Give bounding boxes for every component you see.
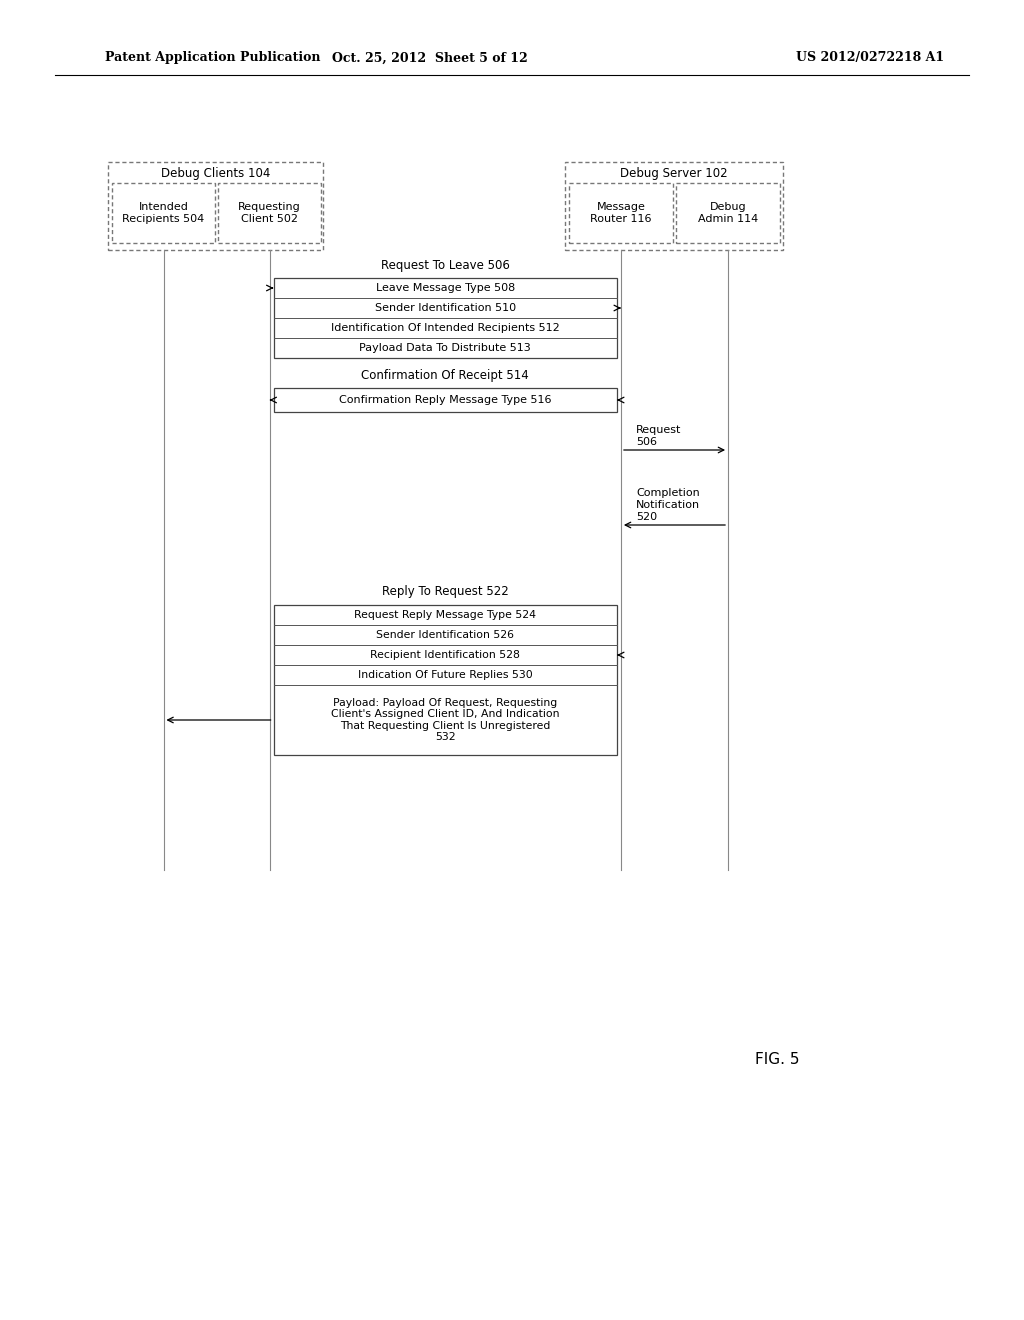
Text: Recipient Identification 528: Recipient Identification 528 — [371, 649, 520, 660]
Bar — [273, 605, 617, 755]
Text: Intended
Recipients 504: Intended Recipients 504 — [123, 202, 205, 224]
Text: Request To Leave 506: Request To Leave 506 — [381, 260, 510, 272]
Text: Patent Application Publication: Patent Application Publication — [105, 51, 321, 65]
Bar — [569, 183, 673, 243]
Text: Request Reply Message Type 524: Request Reply Message Type 524 — [354, 610, 537, 620]
Text: Sender Identification 526: Sender Identification 526 — [376, 630, 514, 640]
Text: Sender Identification 510: Sender Identification 510 — [375, 304, 516, 313]
Text: Reply To Request 522: Reply To Request 522 — [382, 585, 509, 598]
Bar — [218, 183, 321, 243]
Text: FIG. 5: FIG. 5 — [755, 1052, 800, 1068]
Bar — [273, 279, 617, 358]
Bar — [565, 162, 783, 249]
Text: Identification Of Intended Recipients 512: Identification Of Intended Recipients 51… — [331, 323, 560, 333]
Bar — [108, 162, 323, 249]
Text: Completion
Notification
520: Completion Notification 520 — [636, 488, 700, 521]
Text: Indication Of Future Replies 530: Indication Of Future Replies 530 — [357, 671, 532, 680]
Text: Debug
Admin 114: Debug Admin 114 — [698, 202, 758, 224]
Text: Requesting
Client 502: Requesting Client 502 — [239, 202, 301, 224]
Text: Leave Message Type 508: Leave Message Type 508 — [376, 282, 515, 293]
Bar — [112, 183, 215, 243]
Text: Debug Clients 104: Debug Clients 104 — [161, 166, 270, 180]
Text: Message
Router 116: Message Router 116 — [590, 202, 651, 224]
Text: Request
506: Request 506 — [636, 425, 681, 446]
Bar — [273, 388, 617, 412]
Text: Confirmation Of Receipt 514: Confirmation Of Receipt 514 — [361, 370, 529, 383]
Text: Confirmation Reply Message Type 516: Confirmation Reply Message Type 516 — [339, 395, 552, 405]
Text: Payload Data To Distribute 513: Payload Data To Distribute 513 — [359, 343, 531, 352]
Bar — [676, 183, 780, 243]
Text: Debug Server 102: Debug Server 102 — [621, 166, 728, 180]
Text: Oct. 25, 2012  Sheet 5 of 12: Oct. 25, 2012 Sheet 5 of 12 — [332, 51, 528, 65]
Text: US 2012/0272218 A1: US 2012/0272218 A1 — [796, 51, 944, 65]
Text: Payload: Payload Of Request, Requesting
Client's Assigned Client ID, And Indicat: Payload: Payload Of Request, Requesting … — [331, 697, 559, 742]
